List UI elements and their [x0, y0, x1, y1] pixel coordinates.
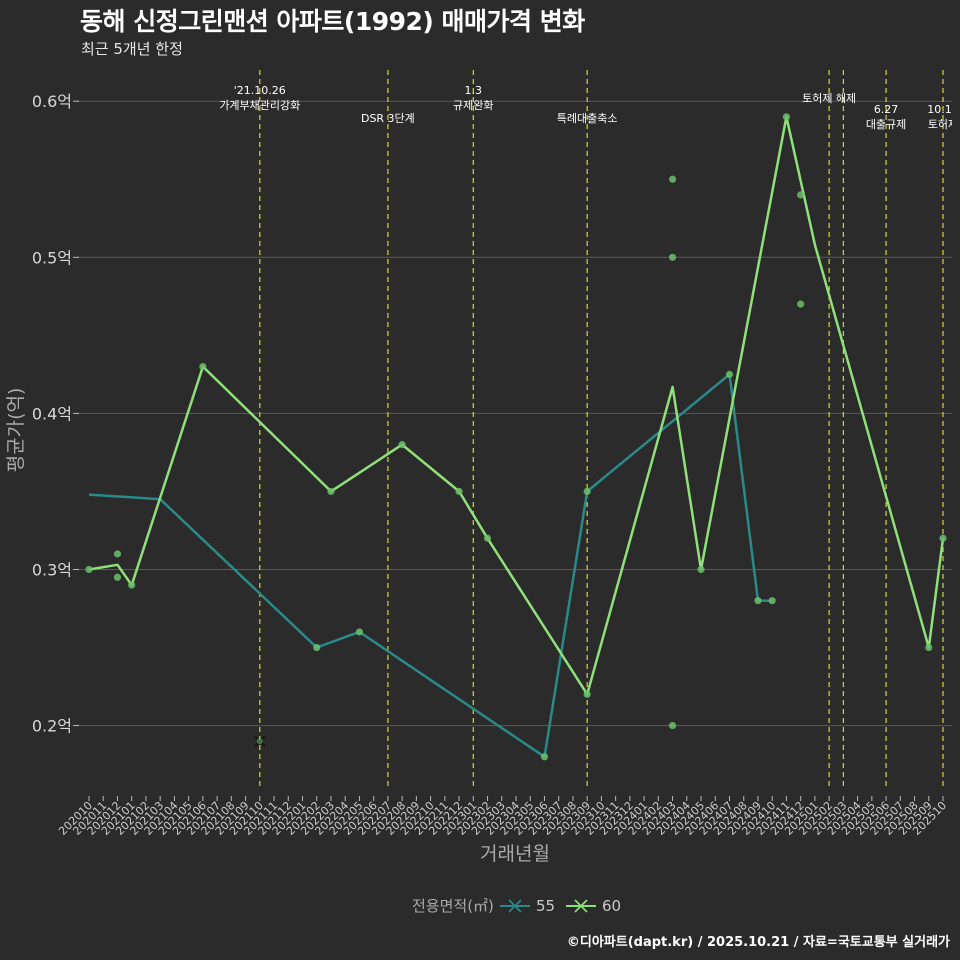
y-tick-label: 0.4억: [32, 404, 72, 423]
data-point: [327, 487, 335, 496]
event-label: 6.27: [874, 103, 899, 116]
series-lines: [88, 115, 945, 759]
data-point: [754, 597, 762, 605]
data-point: [782, 113, 791, 121]
data-point: [797, 300, 805, 308]
event-label: 1.3: [465, 84, 483, 97]
y-tick-label: 0.5억: [32, 248, 72, 267]
event-label: 대출규제: [866, 118, 906, 131]
event-label: 가계부채관리강화: [219, 99, 300, 112]
legend-item-55: 55: [500, 897, 555, 915]
y-tick-label: 0.3억: [32, 560, 72, 579]
chart-title: 동해 신정그린맨션 아파트(1992) 매매가격 변화: [80, 7, 585, 36]
data-point: [113, 550, 122, 558]
data-point: [925, 643, 933, 652]
data-point: [113, 573, 122, 581]
y-tick-label: 0.2억: [32, 717, 72, 736]
data-point: [939, 534, 947, 542]
data-point: [199, 362, 207, 371]
data-point: [797, 191, 805, 199]
data-point: [455, 487, 463, 496]
event-label: 토허제 해제: [802, 91, 856, 105]
data-point: [725, 370, 734, 378]
y-axis-title: 평균가(억): [5, 388, 27, 473]
data-point: [540, 753, 549, 761]
x-axis-title: 거래년월: [480, 843, 550, 865]
x-axis-ticks: 2020102020112020122021012021022021032021…: [56, 796, 949, 838]
cross-marker-dot: [256, 738, 263, 745]
legend-label: 55: [536, 897, 555, 915]
event-label: 토허제: [928, 118, 958, 131]
event-label: '21.10.26: [234, 84, 286, 97]
data-points: [85, 113, 947, 761]
legend: 전용면적(㎡) 55 60: [412, 897, 621, 915]
event-label: 규제완화: [453, 99, 493, 112]
data-point: [668, 175, 677, 183]
data-point: [483, 534, 492, 542]
series-line-55: [88, 373, 773, 759]
grid-lines: [78, 100, 952, 727]
legend-title: 전용면적(㎡): [412, 897, 494, 915]
data-point: [355, 628, 364, 636]
source-caption: ©디아파트(dapt.kr) / 2025.10.21 / 자료=국토교통부 실…: [566, 935, 950, 950]
data-point: [398, 441, 406, 449]
y-axis-ticks: 0.2억 0.3억 0.4억 0.5억 0.6억: [32, 92, 79, 736]
event-label: 특례대출축소: [557, 112, 618, 125]
event-label: 10.15: [927, 103, 959, 116]
data-point: [697, 565, 705, 574]
series-line-60: [88, 115, 945, 696]
legend-key-cross: [508, 899, 522, 913]
data-point: [313, 643, 321, 652]
chart-subtitle: 최근 5개년 한정: [81, 40, 183, 58]
y-tick-label: 0.6억: [32, 92, 72, 111]
data-point: [768, 597, 776, 605]
data-point: [583, 690, 591, 698]
cross-marker: [254, 735, 266, 747]
legend-key-cross: [574, 899, 588, 913]
legend-item-60: 60: [566, 897, 621, 915]
data-point: [668, 721, 677, 730]
legend-label: 60: [602, 897, 621, 915]
data-point: [668, 253, 677, 261]
data-point: [85, 565, 93, 574]
data-point: [583, 487, 591, 496]
event-label: DSR 3단계: [361, 112, 415, 125]
data-point: [128, 581, 136, 589]
